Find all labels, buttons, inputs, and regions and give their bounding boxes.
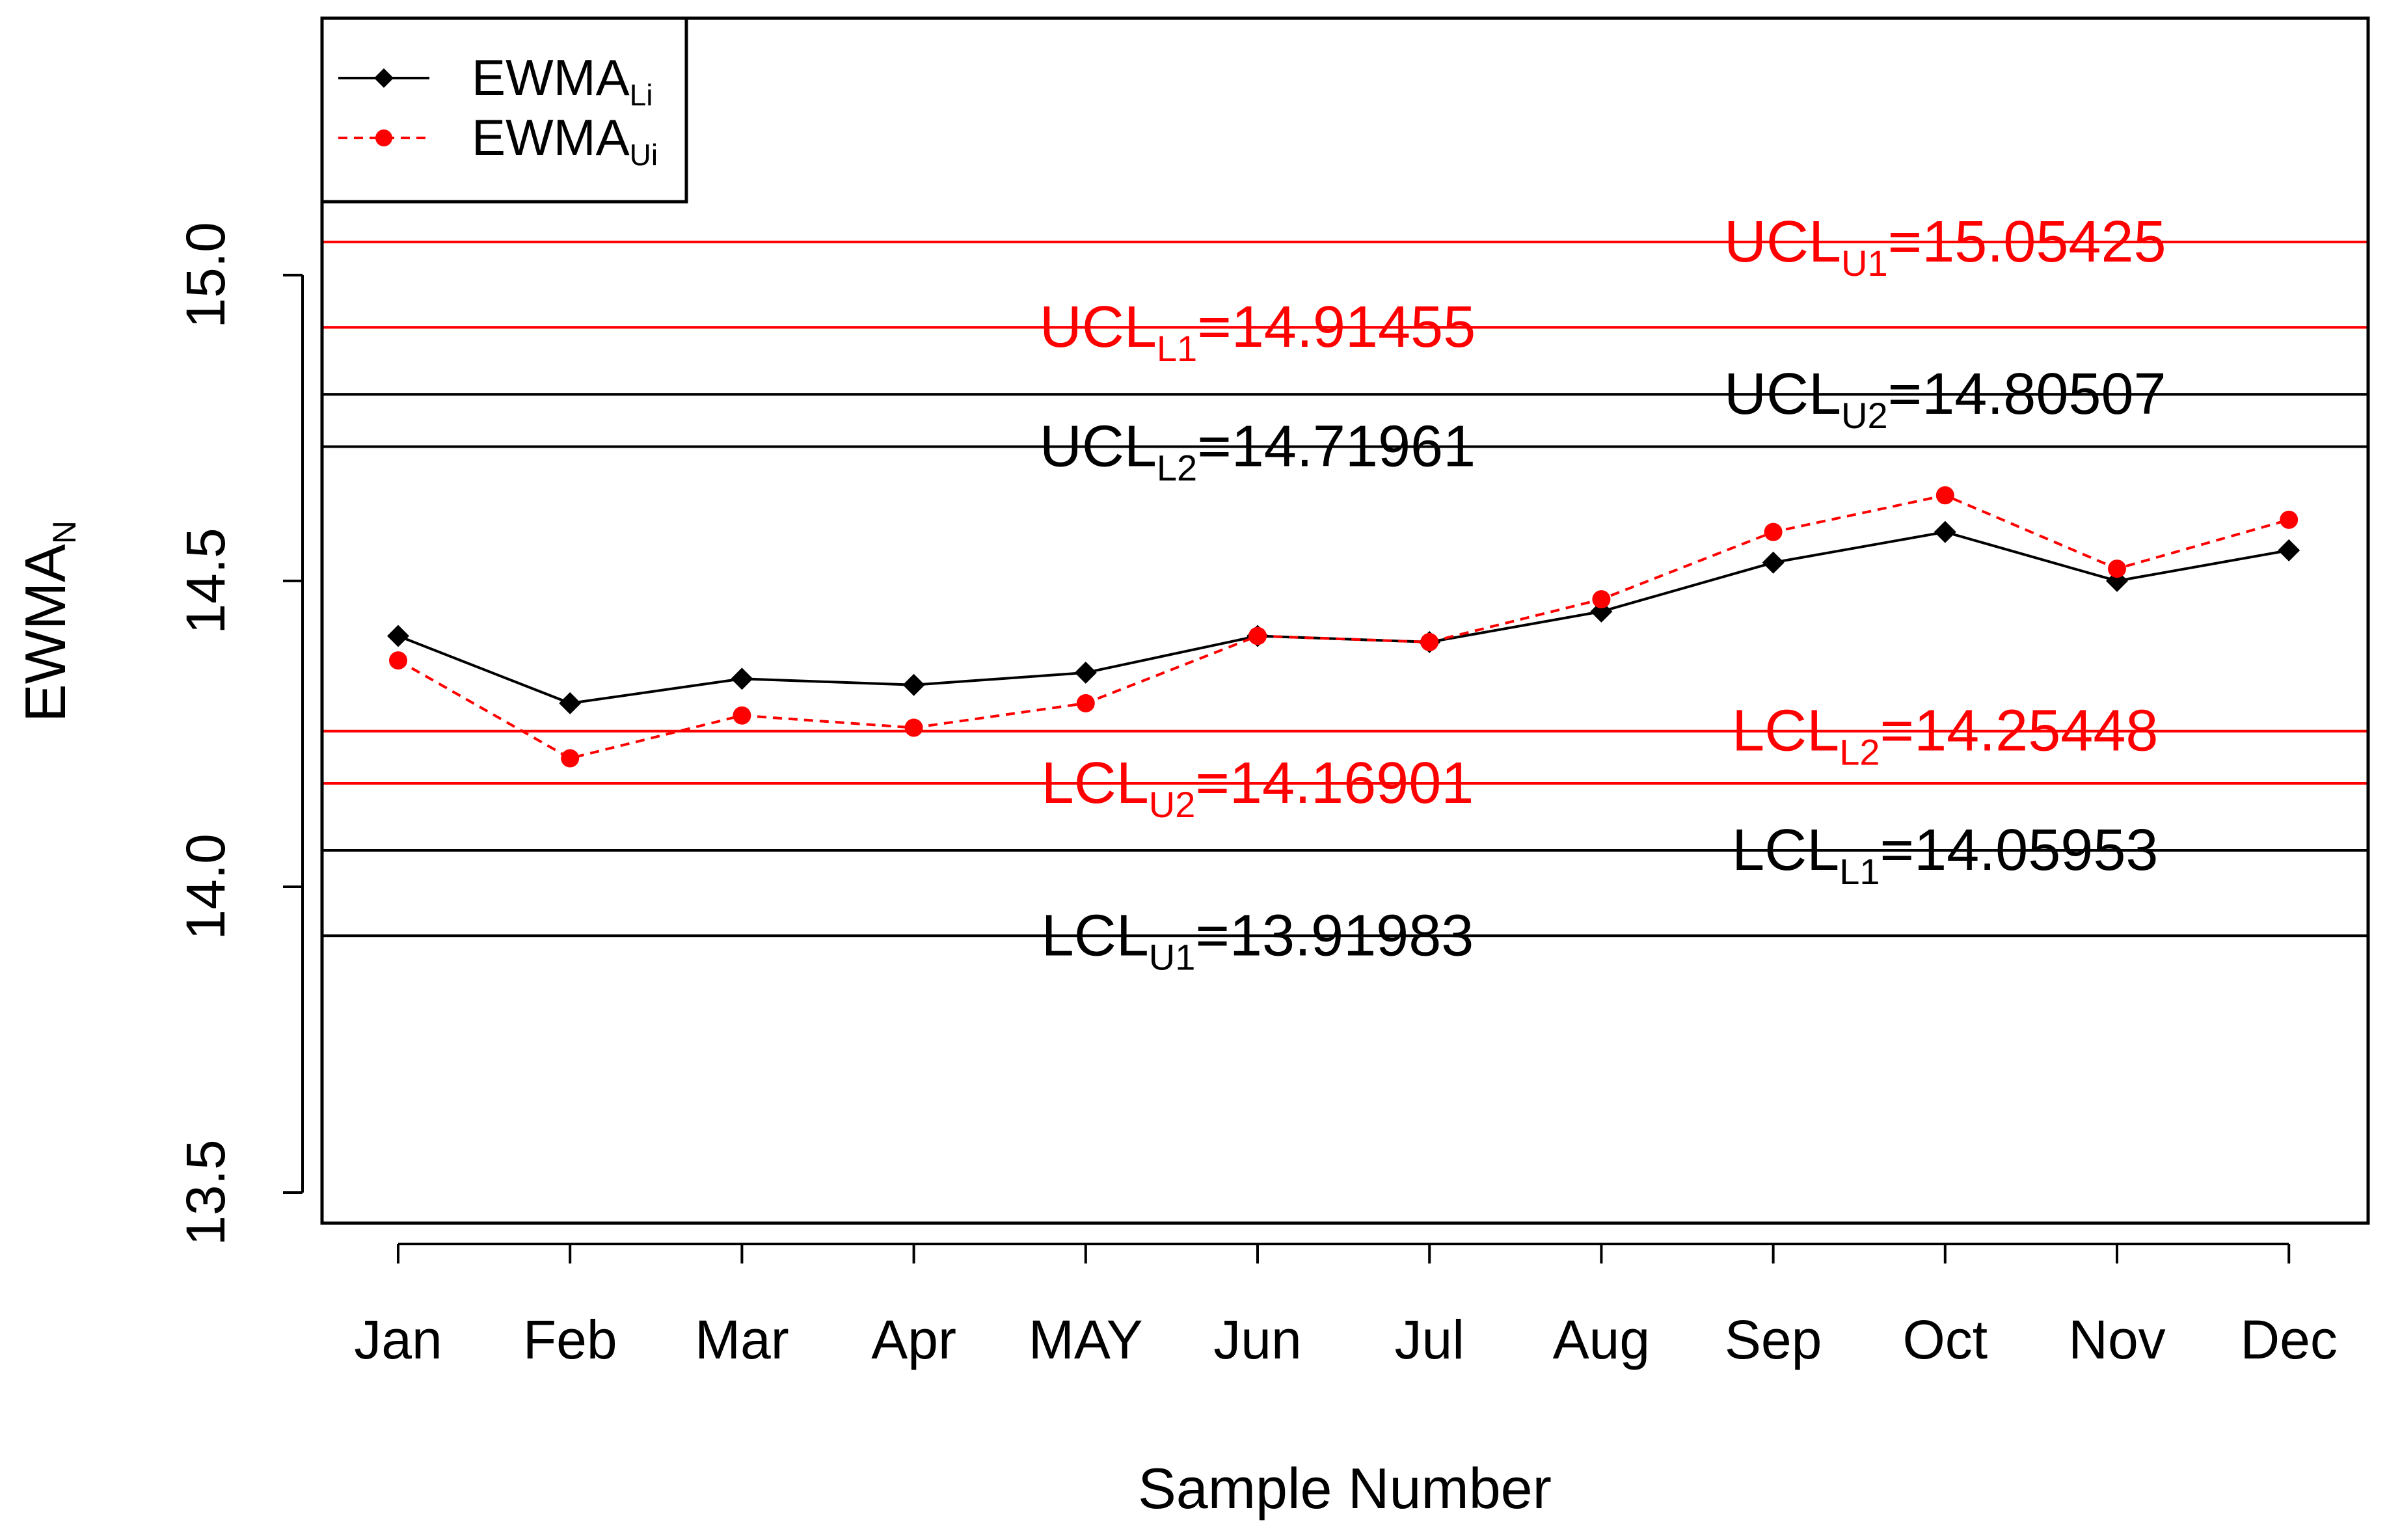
- x-axis: Jan Feb Mar Apr MAY Jun Jul Aug Sep Oct Nov Dec: [354, 1243, 2338, 1370]
- limit-label-main: LCL: [1732, 818, 1839, 883]
- point-ewma-li-0: [387, 625, 409, 647]
- point-ewma-li-4: [1074, 661, 1097, 684]
- legend-label-sub: Li: [630, 78, 653, 112]
- limit-label-lcl-l2: LCLL2=14.25448: [1732, 699, 2158, 773]
- series-lines: [387, 486, 2300, 768]
- y-axis: 13.5 14.0 14.5 15.0: [175, 222, 304, 1246]
- plot-frame: [320, 16, 2370, 1225]
- x-tick-label: Jan: [354, 1309, 442, 1370]
- limit-label-main: UCL: [1040, 414, 1157, 479]
- limit-label-sub: U2: [1841, 395, 1888, 436]
- x-tick-label: Dec: [2241, 1309, 2338, 1370]
- point-ewma-ui-6: [1420, 632, 1439, 651]
- limit-label-value: =15.05425: [1888, 209, 2166, 275]
- point-ewma-ui-0: [389, 651, 407, 670]
- limit-label-main: UCL: [1724, 209, 1841, 275]
- limit-label-sub: U1: [1841, 243, 1888, 284]
- limit-label-value: =14.05953: [1880, 818, 2159, 883]
- limit-label-sub: L2: [1839, 732, 1880, 773]
- legend-label-ewma-ui: EWMAUi: [472, 109, 658, 172]
- x-tick-label: Feb: [523, 1309, 617, 1370]
- y-tick-label: 14.5: [175, 528, 236, 634]
- legend-marker-ewma-li: [374, 68, 394, 88]
- point-ewma-li-1: [559, 692, 582, 714]
- y-axis-title-sub: N: [46, 520, 83, 544]
- limit-label-main: LCL: [1732, 699, 1839, 764]
- limit-label-lcl-u1: LCLU1=13.91983: [1042, 903, 1474, 977]
- y-tick-label: 15.0: [175, 222, 236, 329]
- point-ewma-li-11: [2278, 539, 2300, 561]
- limit-label-lcl-u2: LCLU2=14.16901: [1042, 751, 1474, 825]
- point-ewma-ui-7: [1592, 590, 1611, 609]
- legend-label-main: EWMA: [472, 109, 630, 166]
- x-tick-label: Sep: [1725, 1309, 1822, 1370]
- limit-label-main: UCL: [1040, 295, 1157, 360]
- point-ewma-ui-1: [561, 749, 580, 768]
- limit-label-sub: U2: [1149, 784, 1196, 825]
- y-tick-label: 14.0: [175, 833, 236, 940]
- point-ewma-li-8: [1762, 551, 1785, 574]
- limit-label-ucl-l1: UCLL1=14.91455: [1040, 295, 1476, 369]
- legend-label-main: EWMA: [472, 49, 630, 106]
- x-tick-label: Apr: [871, 1309, 956, 1370]
- x-tick-label: Oct: [1902, 1309, 1988, 1370]
- point-ewma-ui-8: [1764, 522, 1783, 541]
- limit-labels: UCLU1=15.05425UCLL1=14.91455UCLU2=14.805…: [1040, 209, 2166, 977]
- point-ewma-ui-9: [1935, 486, 1954, 505]
- legend-marker-ewma-ui: [375, 129, 392, 146]
- point-ewma-li-2: [731, 668, 753, 690]
- limit-label-value: =14.16901: [1195, 751, 1474, 816]
- limit-label-sub: L1: [1839, 851, 1880, 892]
- x-tick-label: Jun: [1213, 1309, 1301, 1370]
- point-ewma-ui-2: [733, 706, 751, 725]
- limit-label-main: UCL: [1724, 362, 1841, 427]
- legend-box: [320, 16, 688, 204]
- y-axis-title-main: EWMA: [13, 544, 77, 722]
- x-tick-label: MAY: [1029, 1309, 1143, 1370]
- limit-label-ucl-u2: UCLU2=14.80507: [1724, 362, 2166, 436]
- point-ewma-ui-10: [2108, 560, 2126, 578]
- limit-label-ucl-u1: UCLU1=15.05425: [1724, 209, 2166, 284]
- x-tick-label: Mar: [695, 1309, 789, 1370]
- point-ewma-ui-3: [904, 718, 923, 737]
- limit-label-main: LCL: [1042, 903, 1149, 968]
- y-axis-title: EWMAN: [13, 520, 83, 722]
- limit-label-sub: U1: [1149, 936, 1196, 977]
- limit-label-value: =14.71961: [1197, 414, 1476, 479]
- limit-label-lcl-l1: LCLL1=14.05953: [1732, 818, 2158, 892]
- point-ewma-li-9: [1934, 520, 1956, 543]
- y-tick-label: 13.5: [175, 1139, 236, 1246]
- limit-label-sub: L1: [1157, 328, 1197, 369]
- limit-label-value: =13.91983: [1195, 903, 1474, 968]
- x-axis-title: Sample Number: [1138, 1456, 1552, 1520]
- point-ewma-ui-11: [2280, 510, 2299, 529]
- x-tick-label: Nov: [2068, 1309, 2165, 1370]
- legend-label-ewma-li: EWMALi: [472, 49, 653, 112]
- point-ewma-li-3: [902, 673, 925, 696]
- point-ewma-ui-5: [1248, 627, 1267, 645]
- point-ewma-ui-4: [1076, 694, 1095, 712]
- limit-label-main: LCL: [1042, 751, 1149, 816]
- limit-label-sub: L2: [1157, 447, 1197, 488]
- series-line-ewma-li: [398, 530, 2289, 705]
- legend-label-sub: Ui: [630, 138, 658, 172]
- limit-label-value: =14.91455: [1197, 295, 1476, 360]
- x-tick-label: Aug: [1553, 1309, 1650, 1370]
- series-line-ewma-ui: [398, 494, 2289, 760]
- limit-label-value: =14.80507: [1888, 362, 2166, 427]
- x-tick-label: Jul: [1395, 1309, 1464, 1370]
- limit-label-value: =14.25448: [1880, 699, 2159, 764]
- limit-label-ucl-l2: UCLL2=14.71961: [1040, 414, 1476, 488]
- limit-lines: [322, 240, 2368, 938]
